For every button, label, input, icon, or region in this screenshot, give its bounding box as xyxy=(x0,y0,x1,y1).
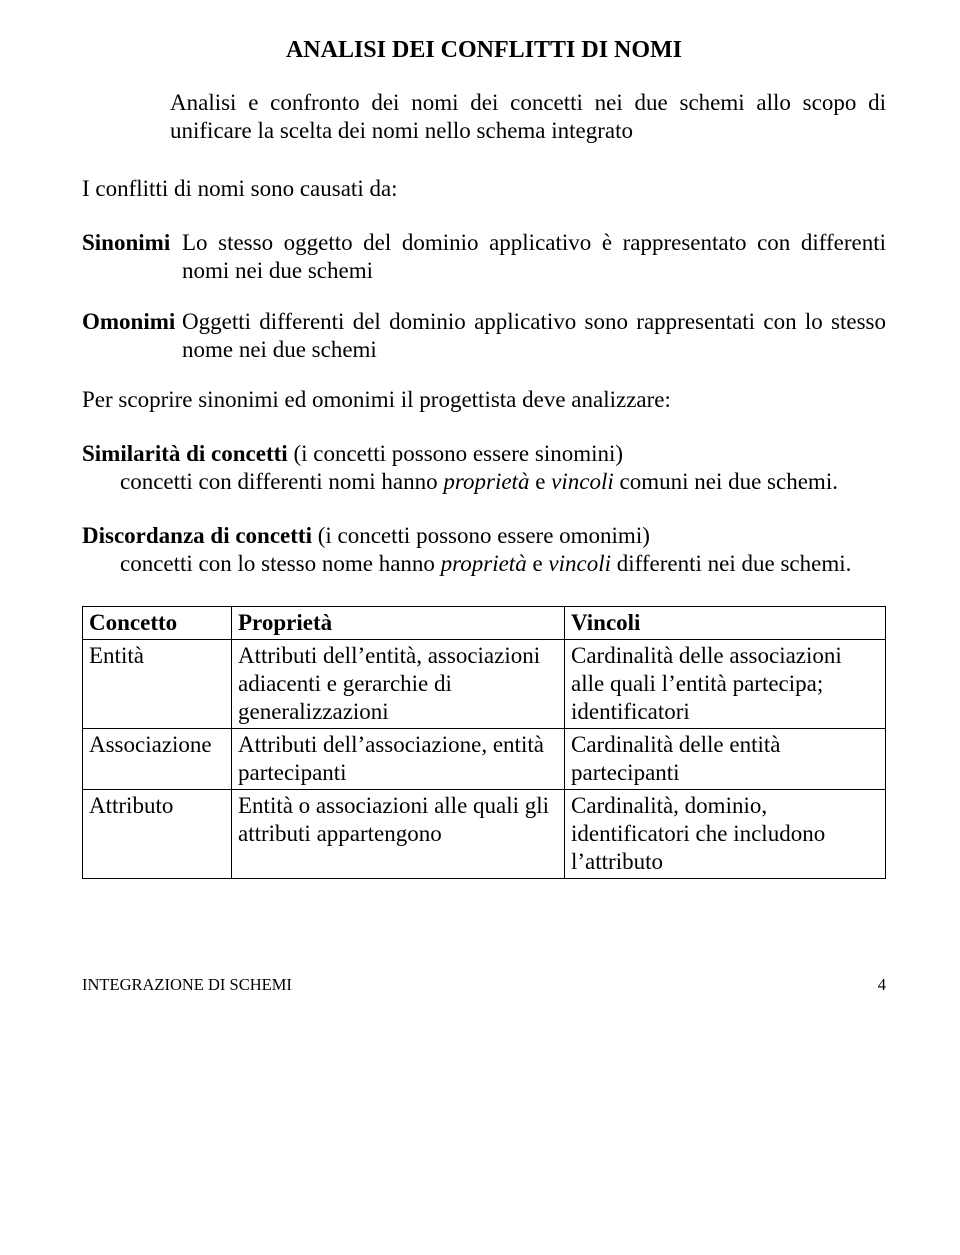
table-cell: Cardinalità, dominio, identificatori che… xyxy=(565,790,886,879)
discordance-body: concetti con lo stesso nome hanno propri… xyxy=(82,550,886,578)
emphasis: proprietà xyxy=(441,551,527,576)
table-cell: Entità xyxy=(83,639,232,728)
concepts-table: Concetto Proprietà Vincoli Entità Attrib… xyxy=(82,606,886,879)
definition-row: Sinonimi Lo stesso oggetto del dominio a… xyxy=(82,229,886,285)
similarity-body: concetti con differenti nomi hanno propr… xyxy=(82,468,886,496)
discordance-paren: (i concetti possono essere omonimi) xyxy=(312,523,650,548)
table-row: Entità Attributi dell’entità, associazio… xyxy=(83,639,886,728)
discordance-title: Discordanza di concetti xyxy=(82,523,312,548)
text: differenti nei due schemi. xyxy=(611,551,851,576)
text: e xyxy=(527,551,549,576)
intro-paragraph: Analisi e confronto dei nomi dei concett… xyxy=(170,89,886,145)
similarity-paren: (i concetti possono essere sinomini) xyxy=(288,441,623,466)
text: concetti con differenti nomi hanno xyxy=(120,469,443,494)
table-row: Associazione Attributi dell’associazione… xyxy=(83,729,886,790)
definition-term: Sinonimi xyxy=(82,229,182,285)
page-footer: INTEGRAZIONE DI SCHEMI 4 xyxy=(82,975,886,995)
table-cell: Cardinalità delle associazioni alle qual… xyxy=(565,639,886,728)
footer-left: INTEGRAZIONE DI SCHEMI xyxy=(82,975,292,995)
emphasis: vincoli xyxy=(548,551,611,576)
subhead: I conflitti di nomi sono causati da: xyxy=(82,175,886,203)
table-header: Concetto xyxy=(83,606,232,639)
text: concetti con lo stesso nome hanno xyxy=(120,551,441,576)
table-row: Attributo Entità o associazioni alle qua… xyxy=(83,790,886,879)
table-cell: Cardinalità delle entità partecipanti xyxy=(565,729,886,790)
definition-body: Oggetti differenti del dominio applicati… xyxy=(182,308,886,364)
page-title: ANALISI DEI CONFLITTI DI NOMI xyxy=(82,36,886,65)
table-header: Proprietà xyxy=(232,606,565,639)
table-cell: Attributi dell’entità, associazioni adia… xyxy=(232,639,565,728)
text: comuni nei due schemi. xyxy=(614,469,838,494)
table-cell: Attributo xyxy=(83,790,232,879)
definition-body: Lo stesso oggetto del dominio applicativ… xyxy=(182,229,886,285)
table-cell: Attributi dell’associazione, entità part… xyxy=(232,729,565,790)
page-number: 4 xyxy=(878,975,886,995)
table-header: Vincoli xyxy=(565,606,886,639)
definition-term: Omonimi xyxy=(82,308,182,364)
similarity-paragraph: Similarità di concetti (i concetti posso… xyxy=(82,440,886,496)
emphasis: vincoli xyxy=(551,469,614,494)
text: e xyxy=(529,469,551,494)
table-cell: Associazione xyxy=(83,729,232,790)
emphasis: proprietà xyxy=(443,469,529,494)
definition-row: Omonimi Oggetti differenti del dominio a… xyxy=(82,308,886,364)
table-cell: Entità o associazioni alle quali gli att… xyxy=(232,790,565,879)
table-header-row: Concetto Proprietà Vincoli xyxy=(83,606,886,639)
similarity-title: Similarità di concetti xyxy=(82,441,288,466)
discordance-paragraph: Discordanza di concetti (i concetti poss… xyxy=(82,522,886,578)
analysis-lead: Per scoprire sinonimi ed omonimi il prog… xyxy=(82,386,886,414)
